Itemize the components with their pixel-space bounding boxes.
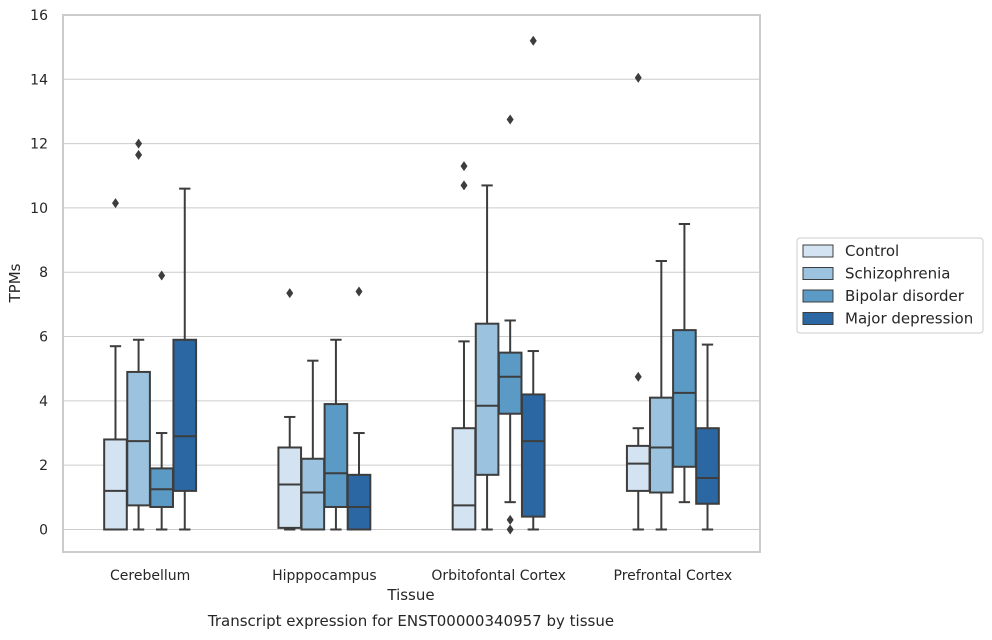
box-major-depression [695, 343, 720, 531]
box-iqr [172, 338, 198, 492]
legend-label: Control [845, 242, 899, 260]
chart-caption: Transcript expression for ENST0000034095… [207, 612, 614, 630]
legend: Control Schizophrenia Bipolar disorder Majo… [796, 237, 984, 334]
box-bipolar-disorder [149, 270, 174, 531]
outlier-point [286, 288, 294, 299]
box-iqr [695, 427, 720, 505]
box-iqr [277, 446, 303, 529]
outlier-point [634, 371, 642, 382]
x-axis-ticks: Cerebellum Hipppocampus Orbitofontal Corte… [110, 568, 732, 584]
box-iqr [474, 322, 500, 476]
x-axis-label: Tissue [386, 586, 434, 604]
outlier-point [135, 149, 143, 160]
box-schizophrenia [474, 184, 500, 531]
y-axis-ticks: 0 2 4 6 8 10 12 14 16 [30, 8, 48, 538]
y-tick-label: 6 [39, 330, 48, 346]
box-control [625, 72, 651, 531]
box-bipolar-disorder [497, 114, 523, 535]
box-major-depression [172, 187, 198, 531]
x-tick-label: Prefrontal Cortex [614, 568, 733, 584]
box-bipolar-disorder [323, 338, 349, 531]
x-tick-label: Orbitofontal Cortex [431, 568, 566, 584]
outlier-point [460, 161, 468, 172]
box-iqr [497, 351, 523, 415]
outlier-point [355, 286, 363, 297]
box-schizophrenia [126, 138, 151, 531]
box-major-depression [346, 286, 372, 531]
box-major-depression [520, 35, 546, 531]
box-iqr [672, 329, 697, 468]
box-control [451, 161, 477, 531]
legend-swatch [802, 267, 834, 280]
box-iqr [520, 393, 546, 518]
y-tick-label: 12 [30, 137, 48, 153]
outlier-point [135, 138, 143, 149]
box-iqr [625, 444, 651, 492]
legend-swatch [802, 312, 834, 325]
box-control [277, 288, 303, 531]
box-schizophrenia [300, 359, 326, 531]
box-control [103, 198, 128, 531]
box-iqr [103, 438, 128, 531]
box-iqr [451, 427, 477, 531]
box-iqr [300, 457, 326, 531]
y-tick-label: 0 [39, 522, 48, 538]
x-tick-label: Cerebellum [110, 568, 190, 584]
y-tick-label: 8 [39, 265, 48, 281]
y-tick-label: 14 [30, 72, 48, 88]
outlier-point [506, 114, 514, 125]
box-iqr [323, 403, 349, 508]
legend-label: Major depression [845, 310, 973, 328]
y-axis-label: TPMs [6, 263, 24, 303]
legend-frame [796, 237, 984, 334]
legend-label: Schizophrenia [845, 265, 950, 283]
plot-frame [62, 14, 761, 553]
x-tick-label: Hipppocampus [272, 568, 377, 584]
outlier-point [158, 270, 166, 281]
outlier-point [529, 35, 537, 46]
y-tick-label: 10 [30, 201, 48, 217]
y-tick-label: 16 [30, 8, 48, 24]
legend-swatch [802, 244, 834, 258]
outlier-point [506, 514, 514, 525]
y-tick-label: 2 [39, 458, 48, 474]
legend-label: Bipolar disorder [845, 287, 965, 305]
box-iqr [346, 473, 372, 531]
box-schizophrenia [649, 259, 674, 531]
outlier-point [506, 524, 514, 535]
box-iqr [649, 396, 674, 494]
y-tick-label: 4 [39, 394, 48, 410]
box-bipolar-disorder [672, 223, 697, 504]
legend-swatch [802, 289, 834, 303]
outlier-point [634, 72, 642, 83]
outlier-point [111, 198, 119, 209]
box-series [103, 35, 720, 535]
outlier-point [460, 180, 468, 191]
box-iqr [149, 467, 174, 508]
box-iqr [126, 370, 151, 507]
